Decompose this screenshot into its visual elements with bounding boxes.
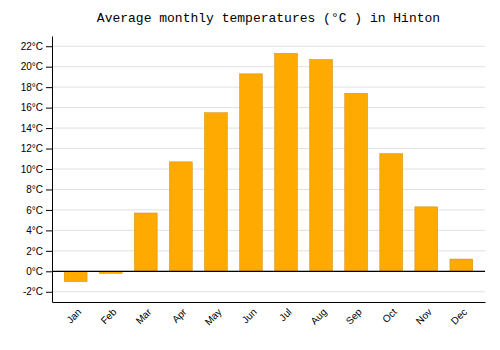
- y-tick-mark: [46, 108, 52, 109]
- x-tick: Mar: [134, 306, 154, 326]
- x-tick-label: Oct: [380, 306, 399, 325]
- y-tick-label: 12°C: [21, 143, 43, 154]
- y-tick-label: 4°C: [26, 225, 43, 236]
- y-tick-mark: [46, 87, 52, 88]
- x-tick: Feb: [99, 306, 119, 326]
- y-tick-label: 20°C: [21, 61, 43, 72]
- y-tick: 8°C: [26, 184, 52, 195]
- grid-line: [52, 66, 485, 67]
- x-tick-label: Apr: [170, 306, 189, 325]
- x-tick: Apr: [170, 306, 189, 325]
- bars: [64, 53, 472, 281]
- y-tick-label: 6°C: [26, 205, 43, 216]
- bar: [345, 93, 368, 271]
- y-tick-mark: [46, 230, 52, 231]
- y-tick: 0°C: [26, 266, 52, 277]
- y-tick-label: 18°C: [21, 82, 43, 93]
- x-axis: Jan Feb Mar Apr May Jun Jul Aug Sep Oct Nov Dec: [53, 303, 486, 328]
- y-tick: 20°C: [21, 61, 52, 72]
- y-tick: 12°C: [21, 143, 52, 154]
- x-tick-label: Feb: [99, 306, 119, 326]
- grid-line: [52, 128, 485, 129]
- x-tick-label: Nov: [414, 306, 434, 326]
- bar: [134, 213, 157, 271]
- x-tick-label: Mar: [134, 306, 154, 326]
- x-tick: Jun: [240, 306, 259, 325]
- y-tick-mark: [46, 149, 52, 150]
- y-tick-mark: [46, 292, 52, 293]
- grid-line: [52, 46, 485, 47]
- bar: [415, 207, 438, 271]
- bar: [380, 154, 403, 272]
- y-tick-mark: [46, 189, 52, 190]
- title: Average monthly temperatures (°C ) in Hi…: [97, 11, 440, 26]
- y-tick-mark: [46, 169, 52, 170]
- y-tick: 4°C: [26, 225, 52, 236]
- plot: -2°C 0°C 2°C 4°C 6°C 8°C 10°C 12°C 14°C 16°C 18°C 2…: [21, 37, 486, 328]
- x-tick: Aug: [309, 306, 329, 326]
- grid-line: [52, 107, 485, 108]
- x-tick-label: Sep: [344, 306, 365, 327]
- bar: [205, 113, 228, 272]
- y-tick: 18°C: [21, 82, 52, 93]
- grid: [52, 46, 485, 292]
- bar: [275, 53, 298, 271]
- y-axis-line: [52, 37, 53, 303]
- x-tick: Nov: [414, 306, 434, 326]
- y-tick-mark: [46, 46, 52, 47]
- x-tick: May: [203, 306, 224, 327]
- y-tick: 22°C: [21, 41, 52, 52]
- y-tick: 2°C: [26, 246, 52, 257]
- x-tick-label: Jul: [277, 306, 294, 323]
- y-tick: 14°C: [21, 123, 52, 134]
- chart: -2°C 0°C 2°C 4°C 6°C 8°C 10°C 12°C 14°C 16°C 18°C 2…: [0, 0, 500, 350]
- x-tick-label: Aug: [309, 306, 329, 326]
- grid-line: [52, 148, 485, 149]
- grid-line: [52, 189, 485, 190]
- y-tick-label: 8°C: [26, 184, 43, 195]
- x-tick: Oct: [380, 306, 399, 325]
- y-tick-mark: [46, 67, 52, 68]
- x-tick: Dec: [449, 306, 469, 326]
- x-tick-label: Jan: [64, 306, 83, 325]
- grid-line: [52, 291, 485, 292]
- y-tick: 6°C: [26, 205, 52, 216]
- grid-line: [52, 271, 485, 272]
- y-axis: -2°C 0°C 2°C 4°C 6°C 8°C 10°C 12°C 14°C 16°C 18°C 2…: [21, 37, 53, 303]
- x-axis-line: [53, 302, 486, 303]
- x-tick-label: Jun: [240, 306, 259, 325]
- zero-line: [52, 271, 485, 272]
- bar: [169, 162, 192, 271]
- bar: [450, 259, 473, 271]
- y-tick-label: 2°C: [26, 246, 43, 257]
- bar: [310, 60, 333, 272]
- y-tick-mark: [46, 251, 52, 252]
- x-tick: Sep: [344, 306, 365, 327]
- grid-line: [52, 87, 485, 88]
- y-tick-mark: [46, 271, 52, 272]
- y-tick-mark: [46, 128, 52, 129]
- y-tick: -2°C: [23, 286, 52, 297]
- y-tick-label: 10°C: [21, 164, 43, 175]
- y-tick: 16°C: [21, 102, 52, 113]
- x-tick: Jan: [64, 306, 83, 325]
- y-tick-label: 22°C: [21, 41, 43, 52]
- grid-line: [52, 169, 485, 170]
- y-tick: 10°C: [21, 164, 52, 175]
- y-tick-label: 16°C: [21, 102, 43, 113]
- x-tick: Jul: [277, 306, 294, 323]
- y-tick-label: 0°C: [26, 266, 43, 277]
- y-tick-label: -2°C: [23, 286, 43, 297]
- x-tick-label: Dec: [449, 306, 469, 326]
- bar: [240, 74, 263, 271]
- bar: [64, 271, 87, 281]
- y-tick-mark: [46, 210, 52, 211]
- y-tick-label: 14°C: [21, 123, 43, 134]
- x-tick-label: May: [203, 306, 224, 327]
